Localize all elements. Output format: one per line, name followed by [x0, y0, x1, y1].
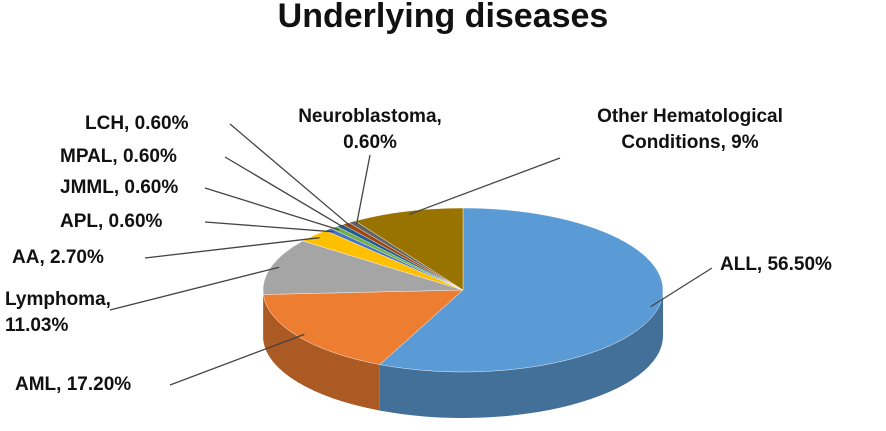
data-label: ALL, 56.50%: [720, 254, 832, 275]
data-label: Lymphoma,: [5, 289, 111, 310]
data-label: AML, 17.20%: [15, 374, 131, 395]
slice-side: [379, 290, 663, 418]
leader-line: [204, 187, 340, 231]
data-label: 0.60%: [343, 132, 397, 153]
data-label: MPAL, 0.60%: [60, 146, 177, 167]
slice-side: [263, 294, 380, 411]
data-label: 11.03%: [5, 315, 68, 336]
data-label: AA, 2.70%: [12, 247, 104, 268]
slice: [379, 207, 664, 373]
data-label: Conditions, 9%: [621, 132, 758, 153]
leader-line: [229, 123, 351, 227]
leader-line: [408, 157, 561, 216]
data-label: Neuroblastoma,: [298, 106, 442, 127]
data-label: JMML, 0.60%: [60, 177, 178, 198]
slice: [262, 240, 464, 295]
data-label: APL, 0.60%: [60, 211, 163, 232]
leader-line: [650, 267, 713, 308]
leader-line: [169, 333, 305, 386]
data-label: LCH, 0.60%: [85, 113, 189, 134]
leader-line: [109, 266, 280, 311]
data-label: Other Hematological: [597, 106, 783, 127]
leader-line: [355, 154, 371, 225]
leader-line: [204, 221, 334, 233]
slice: [354, 207, 464, 291]
chart-title: Underlying diseases: [278, 0, 609, 35]
leader-line: [224, 156, 346, 229]
leader-line: [144, 237, 320, 259]
